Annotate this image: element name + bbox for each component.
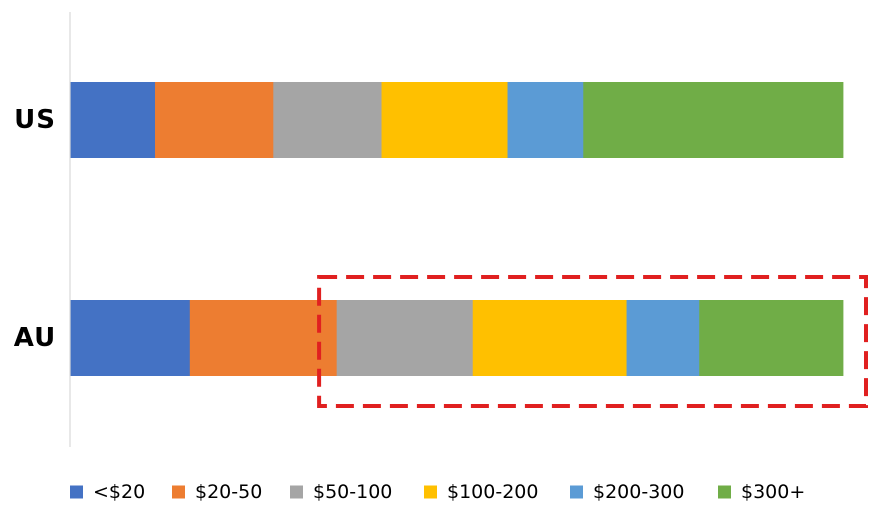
legend-label-0: <$20 (93, 481, 145, 503)
category-label-us: US (14, 105, 56, 135)
legend-label-4: $200-300 (593, 481, 684, 503)
bar-us-0 (70, 82, 156, 158)
bar-au-0 (70, 300, 191, 376)
bar-us-1 (155, 82, 274, 158)
legend-label-2: $50-100 (313, 481, 392, 503)
category-labels: US AU (14, 105, 56, 353)
category-label-au: AU (14, 323, 56, 353)
legend-swatch-0 (70, 485, 83, 499)
bar-au-2 (336, 300, 474, 376)
legend-swatch-3 (424, 485, 437, 499)
bar-us-5 (583, 82, 844, 158)
bar-au-3 (472, 300, 627, 376)
legend: <$20 $20-50 $50-100 $100-200 $200-300 $300+ (70, 481, 805, 503)
highlight-box (317, 275, 869, 408)
legend-swatch-2 (290, 485, 303, 499)
bar-us-4 (507, 82, 584, 158)
legend-swatch-1 (172, 485, 185, 499)
bar-us-3 (381, 82, 508, 158)
legend-swatch-4 (570, 485, 583, 499)
bar-au-4 (626, 300, 700, 376)
bar-group (70, 82, 844, 376)
legend-label-5: $300+ (741, 481, 805, 503)
legend-label-1: $20-50 (195, 481, 262, 503)
bar-au-1 (189, 300, 338, 376)
bar-us-2 (273, 82, 382, 158)
bar-au-5 (699, 300, 844, 376)
legend-label-3: $100-200 (447, 481, 538, 503)
legend-swatch-5 (718, 485, 731, 499)
